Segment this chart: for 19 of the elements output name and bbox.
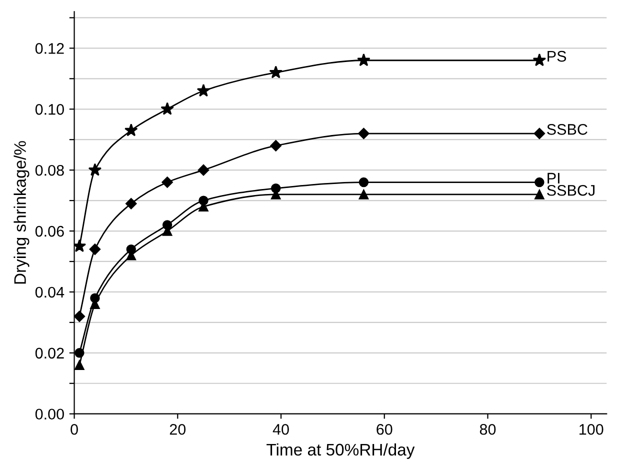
series-label: SSBC — [547, 124, 588, 135]
x-tick-label: 60 — [376, 424, 392, 435]
y-tick-label: 0.12 — [35, 43, 64, 54]
x-tick-label: 80 — [480, 424, 496, 435]
y-axis-title: Drying shrinkage/% — [14, 141, 30, 284]
y-tick-label: 0.08 — [35, 164, 64, 176]
y-tick-label: 0.06 — [35, 226, 64, 237]
x-tick-label: 20 — [170, 424, 186, 435]
y-tick-label: 0.04 — [35, 286, 64, 298]
x-tick-label: 0 — [70, 424, 78, 435]
x-tick-label: 100 — [580, 424, 604, 435]
x-axis-title: Time at 50%RH/day — [266, 443, 415, 459]
series-label: SSBCJ — [547, 184, 594, 196]
series-label: PI — [548, 172, 560, 184]
x-tick-label: 40 — [272, 424, 289, 435]
series-label: PS — [548, 50, 566, 62]
y-tick-label: 0.02 — [35, 348, 64, 359]
y-tick-label: 0.10 — [35, 104, 64, 115]
y-tick-label: 0.00 — [35, 408, 64, 420]
